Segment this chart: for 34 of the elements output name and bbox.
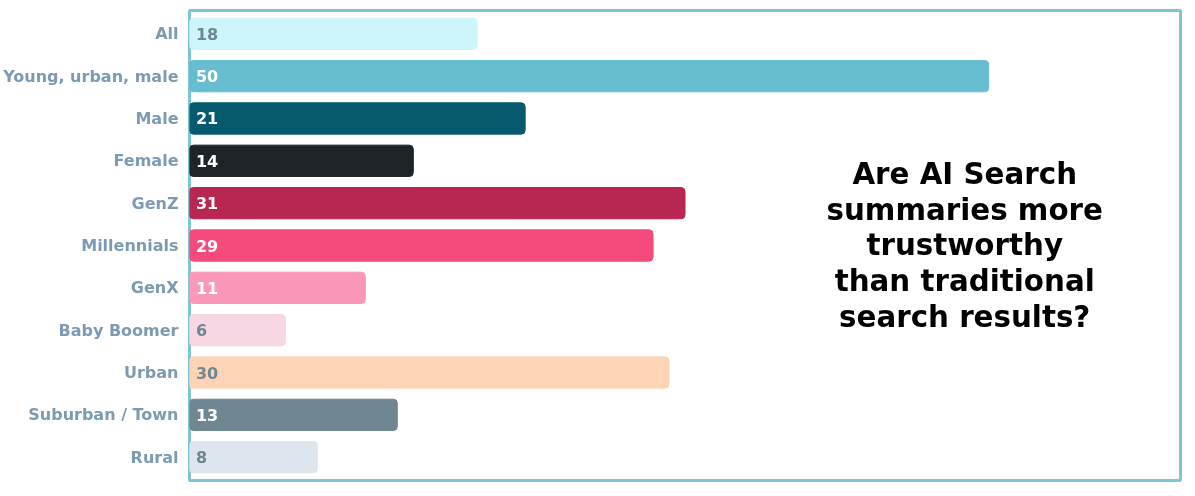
data-label: 13	[195, 405, 219, 425]
y-tick-label: Young, urban, male	[2, 66, 179, 86]
y-tick-label: Male	[135, 108, 179, 128]
y-tick-label: Urban	[123, 363, 179, 383]
y-tick-label: All	[155, 24, 179, 44]
bar	[189, 186, 686, 220]
bar	[189, 17, 478, 50]
bar	[189, 398, 398, 432]
y-tick-label: GenX	[130, 278, 180, 298]
bar	[189, 314, 286, 347]
data-label: 6	[195, 321, 208, 341]
text: Are AI Search summaries more trustworthy than traditional search results?	[826, 157, 1103, 334]
bar	[189, 102, 526, 135]
bar	[189, 271, 366, 305]
data-label: 8	[195, 448, 208, 468]
bar	[189, 441, 318, 474]
data-label: 29	[195, 236, 219, 256]
y-tick-label: Baby Boomer	[58, 320, 179, 340]
data-label: 31	[195, 194, 219, 214]
data-label: 11	[195, 278, 219, 298]
bar	[189, 59, 990, 93]
y-tick-label: Female	[113, 151, 179, 171]
data-label: 21	[195, 109, 219, 129]
y-tick-label: Millennials	[81, 236, 179, 255]
bar	[189, 229, 654, 262]
data-label: 50	[195, 67, 219, 87]
data-label: 14	[195, 151, 219, 171]
data-label: 30	[195, 363, 219, 383]
data-label: 18	[195, 24, 219, 44]
bar	[189, 144, 414, 177]
y-tick-label: Suburban / Town	[28, 405, 179, 425]
y-tick-label: Rural	[130, 447, 179, 467]
bar	[189, 356, 670, 389]
y-tick-label: GenZ	[131, 193, 179, 213]
